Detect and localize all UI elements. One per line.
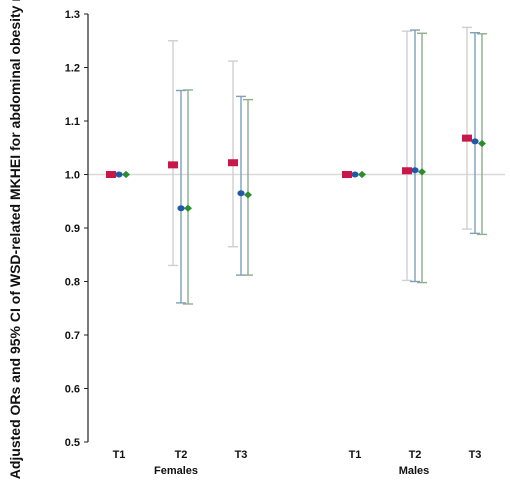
or-point [237,190,245,197]
or-point [402,167,412,175]
y-tick-label: 0.7 [65,330,80,342]
or-point [228,159,238,167]
or-point [342,171,352,178]
or-point [478,139,486,148]
axis-layer [84,13,89,443]
y-tick-label: 1.2 [65,63,80,75]
or-point [115,171,123,178]
y-tick-label: 1.3 [65,9,80,21]
y-axis-title: Adjusted ORs and 95% CI of WSD-related M… [7,0,23,479]
errorbar-layer [168,26,487,305]
or-point [106,171,116,178]
x-category-label: T1 [349,449,362,461]
y-tick-label: 0.5 [65,437,80,449]
x-category-label: T2 [175,449,188,461]
x-category-label: T2 [409,449,422,461]
y-tick-label: 1.1 [65,116,80,128]
y-tick-label: 0.8 [65,277,80,289]
group-label: Females [154,465,198,477]
y-tick-label: 1.0 [65,170,80,182]
y-tick-label: 0.6 [65,384,80,396]
or-point [411,167,419,174]
group-label: Males [399,465,430,477]
or-point [471,138,479,145]
y-tick-label: 0.9 [65,223,80,235]
or-point [462,134,472,142]
or-point [184,204,192,212]
or-point [244,191,252,199]
or-point [122,170,130,179]
x-category-label: T3 [235,449,248,461]
label-layer: 0.5 0.6 0.7 0.8 0.9 1.0 1.1 1.2 1.3 T1 T2 T3 T1 T2 T3 F… [65,9,482,477]
or-point [351,171,359,178]
or-point [418,168,426,176]
marker-layer [106,134,486,212]
or-point [168,161,178,169]
x-category-label: T1 [113,449,126,461]
x-category-label: T3 [469,449,482,461]
or-point [358,170,366,179]
or-point [177,205,185,212]
